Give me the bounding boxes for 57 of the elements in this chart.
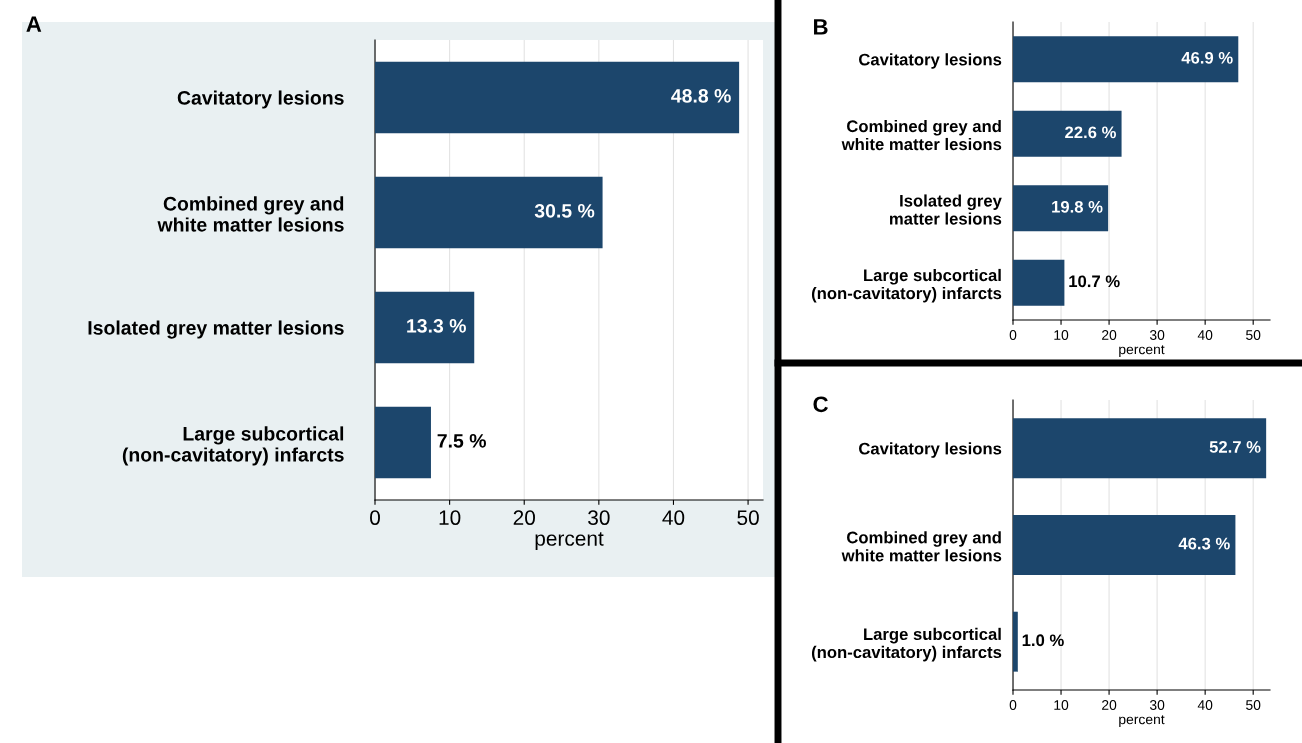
y-tick-label: Isolated grey matter lesions	[88, 320, 344, 339]
data-label: 30.5 %	[534, 203, 595, 218]
x-tick-label: 30	[588, 510, 610, 526]
data-label: 48.8 %	[671, 88, 731, 103]
data-label: 52.7 %	[1209, 441, 1261, 453]
x-axis-title: percent	[535, 532, 604, 550]
text: A	[26, 16, 42, 32]
x-tick-label: 50	[1246, 700, 1261, 710]
text: B	[814, 19, 828, 35]
data-label: 1.0 %	[1022, 634, 1064, 647]
bar	[1013, 36, 1239, 83]
bar	[375, 176, 603, 249]
y-tick-label: Cavitatory lesions	[859, 53, 1002, 69]
y-tick-label: Large subcortical (non-cavitatory) infarcts	[811, 268, 1002, 303]
x-tick-label: 10	[439, 510, 461, 526]
bar	[375, 291, 475, 364]
y-tick-label: Cavitatory lesions	[177, 90, 344, 109]
x-tick-label: 40	[1197, 330, 1213, 340]
y-tick-label: Cavitatory lesions	[859, 442, 1002, 458]
y-tick-label: Large subcortical (non-cavitatory) infarcts	[122, 426, 344, 466]
bar	[375, 61, 740, 134]
x-tick-label: 10	[1054, 330, 1069, 340]
data-label: 46.9 %	[1181, 51, 1233, 64]
data-label: 22.6 %	[1065, 126, 1116, 139]
y-tick-label: Large subcortical (non-cavitatory) infarcts	[811, 627, 1002, 662]
x-axis-title: percent	[1119, 345, 1165, 358]
bar	[1013, 185, 1109, 232]
x-tick-label: 40	[662, 510, 685, 526]
x-tick-label: 30	[1149, 330, 1165, 340]
y-tick-label: Combined grey and white matter lesions	[157, 196, 344, 232]
bar	[1013, 515, 1236, 575]
bar	[1013, 611, 1018, 672]
x-tick-label: 20	[513, 510, 535, 526]
x-tick-label: 30	[1149, 700, 1165, 710]
x-tick-label: 40	[1197, 700, 1213, 710]
y-tick-label: Isolated grey matter lesions	[889, 194, 1002, 225]
x-tick-label: 0	[370, 510, 380, 526]
data-label: 10.7 %	[1069, 275, 1120, 288]
x-tick-label: 50	[737, 510, 759, 526]
y-tick-label: Combined grey and white matter lesions	[841, 531, 1002, 562]
x-tick-label: 0	[1009, 700, 1017, 710]
x-tick-label: 20	[1102, 330, 1117, 340]
bar	[375, 406, 431, 479]
bar	[1013, 418, 1267, 479]
data-label: 7.5 %	[437, 434, 486, 448]
bar	[1013, 259, 1065, 306]
x-tick-label: 10	[1054, 700, 1069, 710]
data-label: 46.3 %	[1178, 537, 1230, 550]
text: C	[813, 396, 828, 413]
x-tick-label: 50	[1246, 330, 1261, 340]
data-label: 13.3 %	[407, 318, 466, 333]
data-label: 19.8 %	[1052, 200, 1103, 213]
y-tick-label: Combined grey and white matter lesions	[841, 119, 1002, 151]
x-axis-title: percent	[1119, 715, 1165, 728]
x-tick-label: 20	[1102, 700, 1117, 710]
bar	[1013, 110, 1122, 157]
x-tick-label: 0	[1009, 330, 1017, 340]
